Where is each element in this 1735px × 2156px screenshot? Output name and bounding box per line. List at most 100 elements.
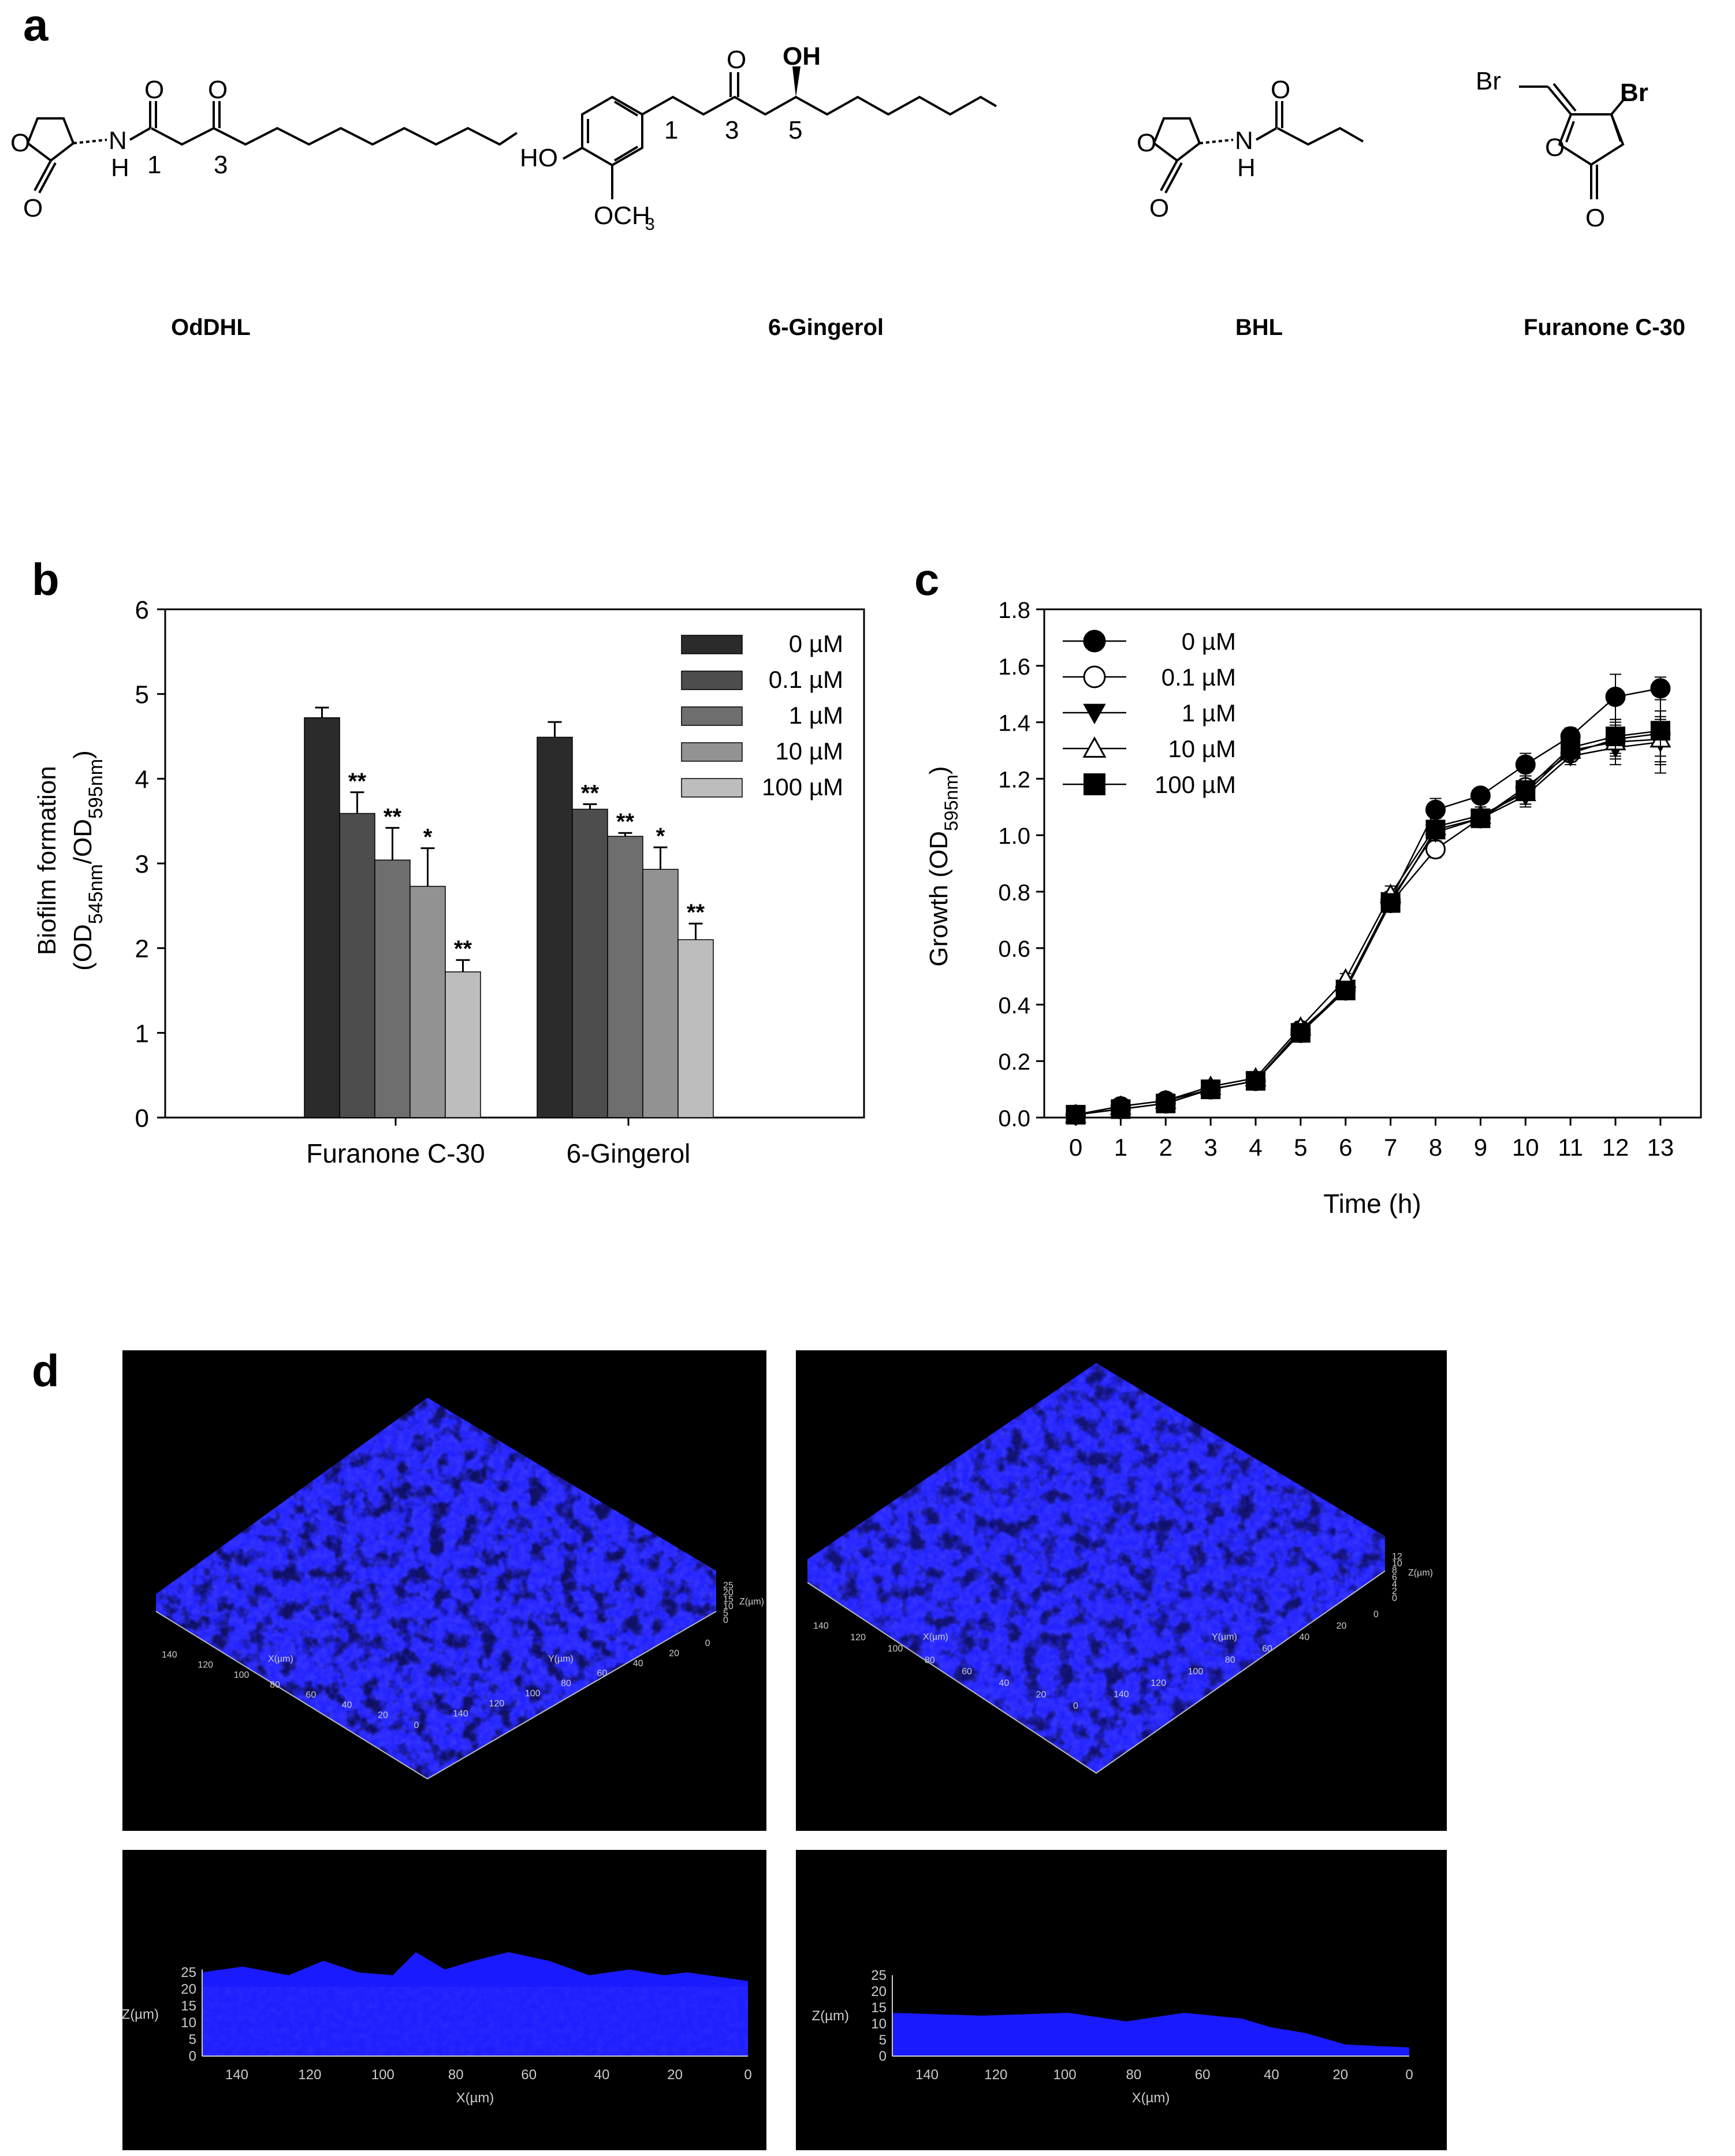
cv-x-tick-label: 40 (342, 1700, 352, 1710)
cv-x-tick-label: 0 (414, 1721, 419, 1730)
chart-c-point (1246, 1071, 1266, 1091)
caption-6-gingerol: 6-Gingerol (768, 315, 884, 340)
chart-b-legend-swatch (681, 742, 743, 762)
furanone-atom-labels: Br Br O O (1476, 67, 1648, 232)
oddhl-O-ring: O (10, 129, 30, 157)
chart-b-ytick-label: 4 (135, 765, 149, 794)
chart-c-ytick-label: 0.0 (998, 1106, 1030, 1131)
cv-z-tick-label: 0 (1392, 1593, 1397, 1603)
cv-z-tick-label: 0 (723, 1615, 728, 1625)
chart-c-ytick-label: 0.8 (998, 880, 1030, 906)
cv-y-tick-label: 100 (1188, 1667, 1204, 1677)
cv-side-z-tick-label: 15 (871, 2000, 887, 2016)
cv-side-x-axis-label: X(µm) (1132, 2090, 1170, 2106)
chart-c-ylabel: Growth (OD595nm) (925, 766, 962, 966)
cv-side-x-tick-label: 20 (1332, 2067, 1348, 2083)
chart-c-ytick-label: 1.0 (998, 824, 1030, 849)
caption-oddhl: OdDHL (171, 315, 251, 340)
chart-b-bar (409, 885, 446, 1118)
cv-side-z-tick-label: 25 (871, 1968, 887, 1983)
chart-b-bar (445, 971, 481, 1118)
oddhl-N: N (109, 126, 127, 155)
chart-b-ytick-label: 5 (135, 681, 149, 709)
oddhl-atom-labels: O O N H O O 1 3 (10, 76, 228, 222)
chart-c-legend-label: 1 µM (1182, 699, 1236, 727)
chart-b-significance: ** (348, 769, 367, 794)
cv-x-axis-label: X(µm) (923, 1632, 948, 1642)
cv-y-tick-label: 0 (705, 1639, 710, 1648)
chart-b-category-label: 6-Gingerol (567, 1138, 691, 1168)
chart-c-xtick-label: 10 (1512, 1134, 1539, 1161)
cv-side-x-tick-label: 20 (667, 2067, 683, 2083)
chart-c-legend: 0 µM 0.1 µM 1 µM 10 µM 100 µM (1063, 628, 1236, 798)
chart-c-ytick-label: 1.6 (998, 654, 1030, 680)
chart-b-legend-label: 0.1 µM (769, 666, 843, 693)
bhl-O-ring: O (1137, 129, 1156, 157)
cv-side-x-tick-label: 80 (1126, 2067, 1142, 2083)
chart-c-xtick-label: 4 (1249, 1134, 1262, 1161)
chart-b-significance: ** (616, 809, 635, 835)
chart-b-significance: ** (581, 780, 600, 806)
cv-z-tick-label: 12 (1392, 1552, 1402, 1562)
chart-b-ytick-label: 3 (135, 850, 149, 878)
chart-c-legend-marker (1083, 703, 1106, 725)
chart-c-ytick-label: 0.4 (998, 993, 1030, 1018)
oddhl-O-amide: O (144, 76, 164, 104)
gingerol-OH: OH (783, 42, 821, 70)
cv-y-tick-label: 100 (525, 1689, 541, 1699)
cv-y-tick-label: 40 (1299, 1633, 1309, 1643)
furanone-O-carbonyl: O (1585, 204, 1605, 232)
chart-b-significance: * (656, 824, 665, 849)
chart-c-point (1066, 1105, 1086, 1125)
chart-c-point (1335, 981, 1356, 1000)
furanone-O-ring: O (1545, 133, 1565, 162)
oddhl-O-carbonyl: O (23, 194, 43, 222)
chart-b-legend-swatch (681, 706, 743, 726)
chart-c-point (1201, 1079, 1221, 1100)
cv-side-x-tick-label: 140 (915, 2067, 939, 2083)
cv-side-x-tick-label: 60 (521, 2067, 537, 2083)
cv-side-z-tick-label: 5 (189, 2032, 196, 2047)
chart-c-point (1425, 820, 1446, 840)
chart-b-legend-swatch (681, 671, 743, 690)
cv-x-tick-label: 60 (962, 1667, 972, 1677)
chart-b-legend-label: 1 µM (789, 702, 843, 729)
bhl-O-carbonyl: O (1149, 194, 1169, 222)
cv-side-x-tick-label: 40 (594, 2067, 610, 2083)
cv-x-tick-label: 20 (1036, 1690, 1047, 1700)
cv-y-tick-label: 20 (1336, 1621, 1347, 1631)
cv-side-z-axis-label: Z(µm) (812, 2008, 849, 2024)
cv-x-tick-label: 60 (306, 1690, 316, 1700)
oddhl-H: H (111, 154, 129, 182)
chart-c-xtick-label: 7 (1384, 1134, 1397, 1161)
cv-y-tick-label: 60 (597, 1669, 608, 1678)
structure-oddhl (27, 101, 518, 193)
cv-side-x-tick-label: 140 (225, 2067, 248, 2083)
chart-c-xtick-label: 5 (1294, 1134, 1307, 1161)
cv-z-tick-label: 10 (1392, 1559, 1402, 1569)
chart-c-legend-marker (1083, 665, 1106, 688)
gingerol-atom-labels: HO OCH 3 O OH 1 3 5 (520, 42, 821, 234)
cv-side-z-tick-label: 20 (181, 1982, 196, 1997)
oddhl-O-keto: O (208, 76, 228, 104)
chart-b-significance: ** (687, 900, 705, 925)
chart-b-legend-label: 10 µM (775, 738, 843, 765)
cv-side-z-tick-label: 25 (181, 1965, 196, 1980)
gingerol-pos1: 1 (664, 116, 678, 144)
cv-y-axis-label: Y(µm) (548, 1654, 574, 1664)
gingerol-pos5: 5 (788, 116, 802, 144)
cv-x-tick-label: 40 (999, 1678, 1009, 1688)
chart-c-point (1111, 1099, 1131, 1119)
chart-c-legend-marker (1084, 773, 1105, 795)
cv-y-tick-label: 20 (669, 1648, 679, 1658)
chart-c-xtick-label: 8 (1429, 1134, 1442, 1161)
chart-c-point (1156, 1093, 1176, 1114)
gingerol-HO: HO (520, 144, 558, 172)
cv-x-tick-label: 20 (378, 1710, 388, 1720)
chart-b-ylabel-line1: Biofilm formation (33, 766, 61, 955)
chart-c-xtick-label: 0 (1069, 1134, 1082, 1161)
cv-y-tick-label: 80 (561, 1679, 571, 1689)
chart-c-legend-label: 10 µM (1168, 735, 1236, 762)
